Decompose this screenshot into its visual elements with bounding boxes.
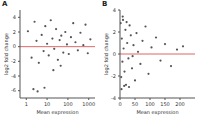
- svg-text:4: 4: [13, 14, 16, 20]
- svg-text:1: 1: [25, 101, 28, 107]
- svg-text:2: 2: [13, 29, 16, 35]
- svg-text:-6: -6: [11, 87, 16, 93]
- svg-text:-4: -4: [11, 73, 16, 79]
- svg-text:200: 200: [175, 101, 185, 107]
- svg-text:Mean expression: Mean expression: [136, 109, 178, 116]
- svg-text:4: 4: [113, 7, 116, 13]
- svg-text:-4: -4: [111, 95, 116, 101]
- html-text:B: B: [102, 0, 108, 8]
- svg-text:100: 100: [63, 101, 73, 107]
- svg-text:150: 150: [160, 101, 170, 107]
- svg-text:100: 100: [145, 101, 155, 107]
- html-text:A: A: [2, 0, 8, 8]
- svg-text:50: 50: [132, 101, 138, 107]
- svg-text:0: 0: [13, 43, 16, 49]
- svg-text:1000: 1000: [82, 101, 95, 107]
- svg-text:-2: -2: [11, 58, 16, 64]
- svg-text:0: 0: [118, 101, 121, 107]
- svg-text:10: 10: [44, 101, 50, 107]
- svg-text:Mean expression: Mean expression: [36, 109, 78, 116]
- svg-text:2: 2: [113, 29, 116, 35]
- svg-text:-2: -2: [111, 73, 116, 79]
- svg-text:log2 fold change: log2 fold change: [103, 33, 110, 75]
- svg-text:0: 0: [113, 51, 116, 57]
- svg-text:log2 fold change: log2 fold change: [8, 33, 10, 75]
